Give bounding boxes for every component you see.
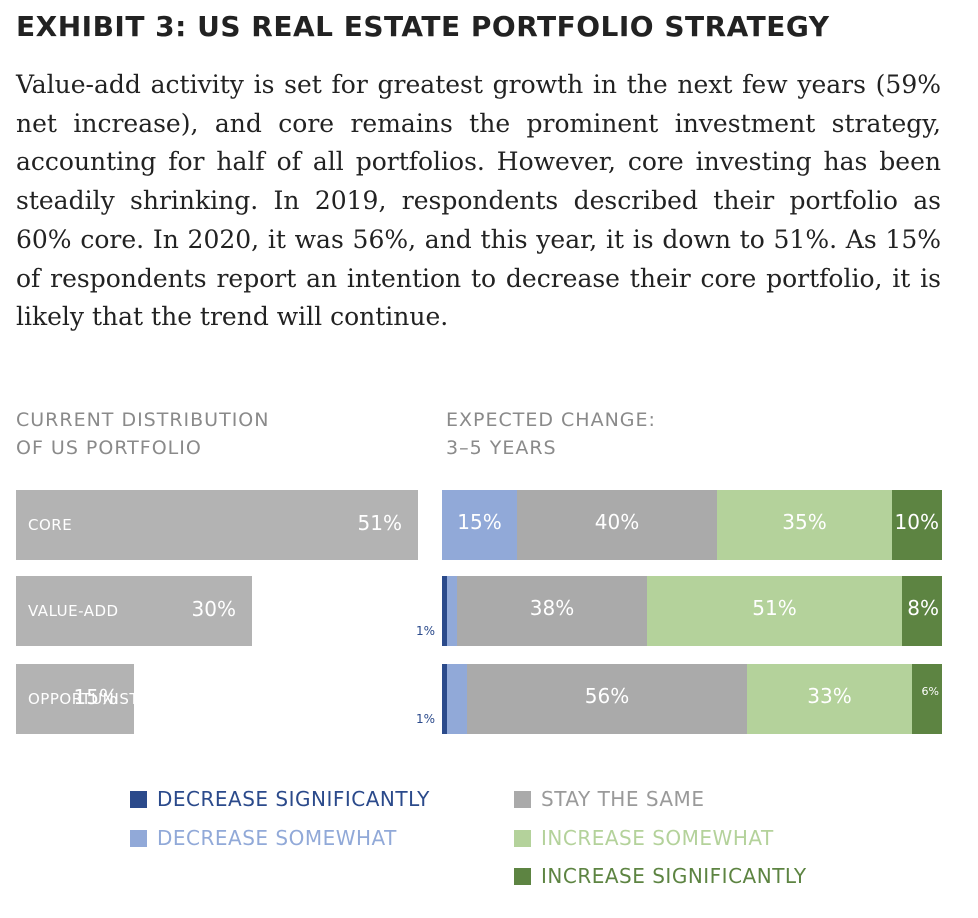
segment-value-label: 15%: [457, 510, 502, 534]
distribution-bar-value-add: VALUE-ADD 30%: [16, 576, 252, 646]
legend-label: STAY THE SAME: [541, 787, 705, 811]
segment-value-label: 10%: [894, 510, 939, 534]
distribution-category-label: CORE: [28, 516, 73, 534]
segment-increase-significantly: [912, 664, 942, 734]
current-distribution-title-line-1: CURRENT DISTRIBUTION: [16, 409, 270, 431]
expected-change-title-line-1: EXPECTED CHANGE:: [446, 409, 656, 431]
segment-value-label: 1%: [416, 624, 436, 638]
legend-label: DECREASE SIGNIFICANTLY: [157, 787, 430, 811]
segment-stay-the-same: [467, 664, 747, 734]
segment-value-label: 40%: [594, 510, 640, 534]
expected-change-title: EXPECTED CHANGE: 3–5 YEARS: [446, 406, 826, 462]
legend-item-decrease-significantly: DECREASE SIGNIFICANTLY: [130, 784, 430, 814]
distribution-bar-core: CORE 51%: [16, 490, 418, 560]
legend-label: INCREASE SOMEWHAT: [541, 826, 774, 850]
segment-value-label: 6%: [921, 685, 939, 698]
intro-paragraph: Value-add activity is set for greatest g…: [16, 70, 941, 332]
legend-swatch: [514, 867, 531, 885]
distribution-value-label: 30%: [191, 597, 236, 621]
segment-value-label: 1%: [416, 712, 436, 726]
segment-increase-somewhat: [717, 490, 892, 560]
segment-value-label: 33%: [807, 684, 852, 708]
segment-decrease-somewhat: [447, 576, 457, 646]
legend-swatch: [514, 829, 531, 847]
segment-decrease-somewhat: [442, 490, 517, 560]
exhibit-title: EXHIBIT 3: US REAL ESTATE PORTFOLIO STRA…: [16, 10, 830, 43]
segment-value-label: 51%: [752, 596, 797, 620]
current-distribution-title: CURRENT DISTRIBUTION OF US PORTFOLIO: [16, 406, 396, 462]
segment-stay-the-same: [457, 576, 647, 646]
distribution-bar-opportunistic: OPPORTUNISTIC 15%: [16, 664, 154, 734]
segment-decrease-significantly: [442, 576, 447, 646]
current-distribution-title-line-2: OF US PORTFOLIO: [16, 437, 202, 459]
distribution-value-label: 15%: [73, 685, 118, 709]
segment-decrease-somewhat: [447, 664, 467, 734]
legend-swatch: [514, 790, 531, 808]
segment-value-label: 38%: [529, 596, 575, 620]
legend-swatch: [130, 790, 147, 808]
distribution-category-label: OPPORTUNISTIC: [28, 690, 155, 708]
legend-item-increase-somewhat: INCREASE SOMEWHAT: [514, 823, 774, 853]
segment-increase-significantly: [892, 490, 942, 560]
segment-value-label: 35%: [782, 510, 827, 534]
expected-change-row-core: 15% 40% 35% 10%: [442, 490, 942, 560]
legend-label: DECREASE SOMEWHAT: [157, 826, 397, 850]
expected-change-row-opportunistic: 4%56%33%6%: [442, 664, 942, 734]
distribution-value-label: 51%: [357, 511, 402, 535]
segment-value-label: 8%: [907, 596, 939, 620]
legend-item-decrease-somewhat: DECREASE SOMEWHAT: [130, 823, 397, 853]
segment-increase-somewhat: [647, 576, 902, 646]
distribution-category-label: VALUE-ADD: [28, 602, 119, 620]
segment-value-label: 56%: [584, 684, 630, 708]
expected-change-row-value-add: 2%38%51%8%: [442, 576, 942, 646]
segment-increase-significantly: [902, 576, 942, 646]
segment-stay-the-same: [517, 490, 717, 560]
expected-change-title-line-2: 3–5 YEARS: [446, 437, 557, 459]
legend-label: INCREASE SIGNIFICANTLY: [541, 864, 807, 888]
segment-decrease-significantly: [442, 664, 447, 734]
legend-swatch: [130, 829, 147, 847]
segment-increase-somewhat: [747, 664, 912, 734]
legend-item-increase-significantly: INCREASE SIGNIFICANTLY: [514, 861, 807, 891]
legend-item-stay-the-same: STAY THE SAME: [514, 784, 704, 814]
